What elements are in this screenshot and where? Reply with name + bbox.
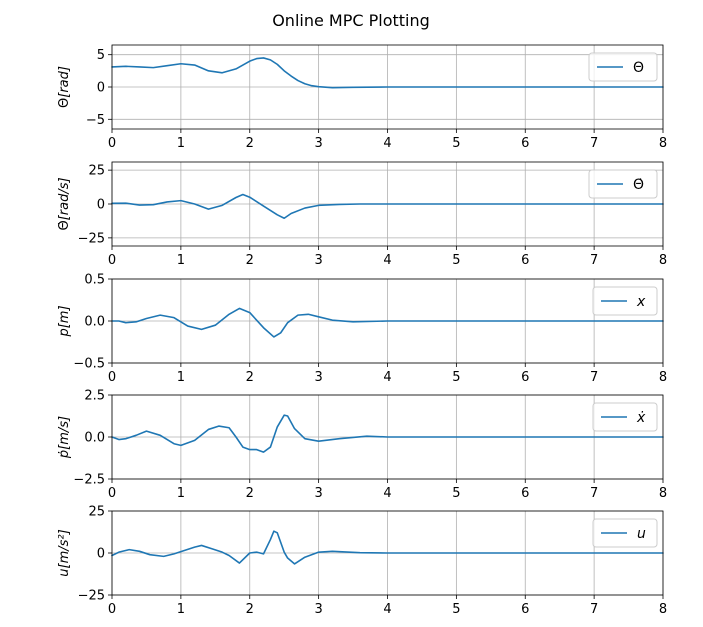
y-tick-label: 5 <box>97 48 105 63</box>
legend-label: x <box>636 294 646 310</box>
y-tick-label: −25 <box>78 231 105 246</box>
y-tick-label: 0.0 <box>84 315 105 330</box>
legend-label: Θ̇ <box>633 177 644 193</box>
x-tick-label: 5 <box>452 602 460 617</box>
series-line <box>111 193 664 220</box>
series-line <box>111 57 664 89</box>
x-tick-label: 4 <box>383 486 391 501</box>
x-tick-label: 1 <box>177 486 185 501</box>
y-axis-label: p[m] <box>57 305 72 337</box>
x-tick-label: 2 <box>246 602 254 617</box>
x-tick-label: 1 <box>177 602 185 617</box>
x-tick-label: 1 <box>177 136 185 151</box>
y-axis-label: Θ̇[rad/s] <box>57 177 72 230</box>
x-tick-label: 0 <box>108 136 116 151</box>
series-line <box>111 530 664 565</box>
x-tick-label: 8 <box>659 602 667 617</box>
x-tick-label: 0 <box>108 370 116 385</box>
y-tick-label: 0.5 <box>84 273 105 288</box>
x-tick-label: 6 <box>521 486 529 501</box>
y-tick-label: 25 <box>88 164 105 179</box>
x-tick-label: 7 <box>590 486 598 501</box>
x-tick-label: 3 <box>314 136 322 151</box>
x-tick-label: 3 <box>314 253 322 268</box>
subplot-3: 0 1 2 3 4 5 6 7 8 −0.5 0.0 0.5 p[m] x <box>57 273 667 386</box>
y-tick-label: 0 <box>97 81 105 96</box>
y-tick-label: −5 <box>86 113 105 128</box>
x-tick-label: 8 <box>659 253 667 268</box>
x-tick-label: 0 <box>108 486 116 501</box>
x-tick-label: 6 <box>521 602 529 617</box>
x-tick-label: 1 <box>177 370 185 385</box>
y-tick-label: −2.5 <box>73 473 105 488</box>
y-tick-label: 25 <box>88 505 105 520</box>
y-axis-label: ṗ[m/s] <box>57 416 72 459</box>
y-tick-label: 0 <box>97 198 105 213</box>
x-tick-label: 5 <box>452 370 460 385</box>
x-tick-label: 3 <box>314 486 322 501</box>
x-tick-label: 6 <box>521 253 529 268</box>
x-tick-label: 0 <box>108 253 116 268</box>
x-tick-label: 5 <box>452 253 460 268</box>
x-tick-label: 4 <box>383 253 391 268</box>
x-tick-label: 8 <box>659 370 667 385</box>
x-tick-label: 3 <box>314 370 322 385</box>
legend-label: ẋ <box>636 410 646 426</box>
series-line <box>111 414 664 453</box>
x-tick-label: 2 <box>246 370 254 385</box>
x-tick-label: 6 <box>521 370 529 385</box>
y-tick-label: 2.5 <box>84 389 105 404</box>
x-tick-label: 8 <box>659 136 667 151</box>
x-tick-label: 7 <box>590 136 598 151</box>
y-axis-label: u[m/s²] <box>57 529 72 576</box>
x-tick-label: 5 <box>452 136 460 151</box>
x-tick-label: 3 <box>314 602 322 617</box>
y-tick-label: −0.5 <box>73 357 105 372</box>
x-tick-label: 7 <box>590 602 598 617</box>
figure-title: Online MPC Plotting <box>272 11 430 30</box>
x-tick-label: 4 <box>383 136 391 151</box>
x-tick-label: 0 <box>108 602 116 617</box>
subplot-4: 0 1 2 3 4 5 6 7 8 −2.5 0.0 2.5 ṗ[m/s] ẋ <box>57 389 667 502</box>
x-tick-label: 8 <box>659 486 667 501</box>
y-tick-label: −25 <box>78 589 105 604</box>
x-tick-label: 2 <box>246 136 254 151</box>
y-axis-label: Θ[rad] <box>57 66 72 108</box>
x-tick-label: 6 <box>521 136 529 151</box>
legend-label: Θ <box>633 60 644 76</box>
x-tick-label: 2 <box>246 253 254 268</box>
x-tick-label: 4 <box>383 602 391 617</box>
x-tick-label: 7 <box>590 253 598 268</box>
y-tick-label: 0.0 <box>84 431 105 446</box>
series-line <box>111 307 664 338</box>
y-tick-label: 0 <box>97 547 105 562</box>
x-tick-label: 4 <box>383 370 391 385</box>
legend-label: u <box>637 526 646 542</box>
x-tick-label: 7 <box>590 370 598 385</box>
x-tick-label: 5 <box>452 486 460 501</box>
x-tick-label: 1 <box>177 253 185 268</box>
x-tick-label: 2 <box>246 486 254 501</box>
